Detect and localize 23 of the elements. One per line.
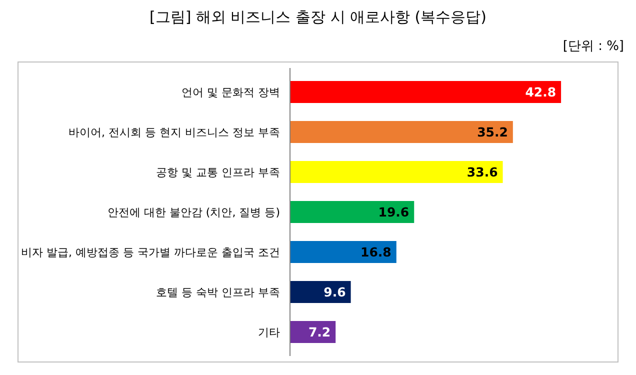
data-label: 19.6 (378, 204, 410, 220)
bar (290, 321, 336, 343)
data-label: 7.2 (308, 324, 331, 340)
data-label: 16.8 (360, 244, 392, 260)
y-tick-label: 언어 및 문화적 장벽 (182, 86, 280, 99)
y-tick-label: 기타 (258, 326, 280, 339)
bar (290, 121, 513, 143)
data-label: 35.2 (477, 124, 508, 140)
chart-title: [그림] 해외 비즈니스 출장 시 애로사항 (복수응답) (149, 8, 487, 26)
data-label: 33.6 (466, 164, 498, 180)
text: [단위 : %] (562, 39, 624, 54)
bar (290, 201, 414, 223)
y-tick-label: 바이어, 전시회 등 현지 비즈니스 정보 부족 (68, 126, 280, 139)
bar (290, 241, 396, 263)
bar (290, 81, 562, 103)
bar (290, 161, 503, 183)
y-tick-label: 공항 및 교통 인프라 부족 (156, 166, 280, 179)
data-label: 9.6 (324, 284, 346, 300)
y-tick-label: 호텔 등 숙박 인프라 부족 (156, 286, 280, 299)
data-label: 42.8 (525, 84, 556, 100)
bar (290, 281, 351, 303)
y-tick-label: 안전에 대한 불안감 (치안, 질병 등) (107, 206, 280, 219)
y-tick-label: 비자 발급, 예방접종 등 국가별 까다로운 출입국 조건 (21, 246, 280, 259)
